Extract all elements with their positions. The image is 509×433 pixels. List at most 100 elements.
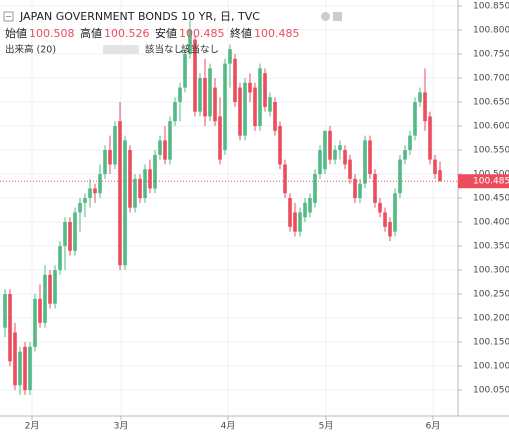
candle-body — [358, 183, 362, 199]
volume-icons[interactable] — [103, 45, 139, 54]
candle-body — [333, 150, 337, 160]
candle-body — [68, 222, 72, 251]
candle-body — [393, 193, 397, 232]
candle-body — [368, 140, 372, 175]
candle-body — [88, 188, 92, 199]
candle-body — [203, 78, 207, 117]
candle-body — [413, 102, 417, 136]
low-label: 安値 — [155, 26, 177, 40]
candle-body — [408, 135, 412, 151]
candle-body — [328, 130, 332, 160]
candle-body — [18, 351, 22, 386]
x-tick-label: 3月 — [114, 421, 129, 432]
y-tick-label: 100.550 — [473, 146, 509, 156]
high-value: 100.526 — [104, 27, 150, 40]
last-price-label: 100.485 — [473, 177, 509, 187]
candle-body — [148, 169, 152, 189]
candle-body — [403, 150, 407, 160]
candle-body — [3, 294, 7, 328]
candle-body — [228, 49, 232, 64]
candle-body — [58, 246, 62, 271]
candle-body — [8, 294, 12, 362]
candle-body — [83, 198, 87, 203]
y-tick-label: 100.450 — [473, 194, 509, 204]
candle-body — [313, 174, 317, 203]
open-value: 100.508 — [29, 27, 75, 40]
candle-body — [168, 121, 172, 160]
candle-body — [218, 116, 222, 160]
candle-body — [178, 87, 182, 103]
candle-body — [293, 212, 297, 232]
volume-label: 出来高 (20) — [5, 44, 56, 56]
close-label: 終値 — [230, 26, 252, 40]
candle-body — [283, 164, 287, 194]
candle-body — [13, 332, 17, 386]
candle-body — [38, 298, 42, 323]
candle-body — [263, 73, 267, 107]
candle-body — [213, 87, 217, 122]
candle-body — [383, 212, 387, 227]
candle-body — [398, 159, 402, 194]
candle-body — [308, 198, 312, 213]
x-tick-label: 5月 — [319, 421, 334, 432]
candle-body — [288, 198, 292, 227]
candle-body — [373, 174, 377, 203]
candle-body — [108, 150, 112, 165]
candle-body — [138, 178, 142, 199]
high-label: 高値 — [80, 26, 102, 40]
y-tick-label: 100.250 — [473, 290, 509, 300]
candle-body — [348, 159, 352, 179]
candle-body — [53, 270, 57, 304]
low-value: 100.485 — [179, 27, 225, 40]
axes: 100.050 100.100 100.150 100.200 100.250 100.3… — [25, 2, 509, 432]
y-tick-label: 100.800 — [473, 26, 509, 36]
candle-body — [378, 202, 382, 213]
candle-body — [238, 87, 242, 136]
candle-body — [33, 298, 37, 347]
candle-body — [143, 169, 147, 199]
candle-body — [233, 58, 237, 103]
candle-body — [243, 82, 247, 136]
candle-body — [438, 170, 442, 182]
candle-body — [278, 126, 282, 165]
y-tick-label: 100.750 — [473, 50, 509, 60]
candle-body — [248, 82, 252, 93]
candle-body — [103, 150, 107, 175]
open-label: 始値 — [5, 26, 27, 40]
candle-body — [343, 150, 347, 165]
candle-body — [353, 178, 357, 199]
y-tick-label: 100.400 — [473, 218, 509, 228]
y-tick-label: 100.700 — [473, 74, 509, 84]
volume-value: 該当なし — [145, 44, 183, 56]
candle-body — [98, 174, 102, 194]
y-tick-label: 100.100 — [473, 362, 509, 372]
candle-body — [133, 178, 137, 208]
candle-body — [123, 140, 127, 266]
close-icon[interactable] — [333, 12, 342, 21]
candle-body — [73, 212, 77, 251]
collapse-icon[interactable] — [3, 11, 14, 22]
candle-body — [43, 274, 47, 323]
x-tick-label: 2月 — [25, 421, 40, 432]
candle-body — [78, 202, 82, 213]
candle-body — [388, 222, 392, 237]
candle-body — [208, 68, 212, 117]
y-tick-label: 100.200 — [473, 314, 509, 324]
y-tick-label: 100.300 — [473, 266, 509, 276]
candle-body — [63, 222, 67, 247]
settings-icon[interactable] — [321, 12, 330, 21]
candle-body — [163, 140, 167, 160]
candle-body — [128, 150, 132, 208]
candle-body — [338, 145, 342, 151]
candle-body — [423, 92, 427, 122]
candle-body — [318, 150, 322, 175]
candle-body — [198, 78, 202, 112]
candle-body — [153, 154, 157, 189]
y-tick-label: 100.850 — [473, 2, 509, 12]
close-value: 100.485 — [254, 27, 300, 40]
x-tick-label: 6月 — [426, 421, 441, 432]
candle-body — [433, 159, 437, 175]
candle-body — [253, 87, 257, 127]
y-tick-label: 100.350 — [473, 242, 509, 252]
